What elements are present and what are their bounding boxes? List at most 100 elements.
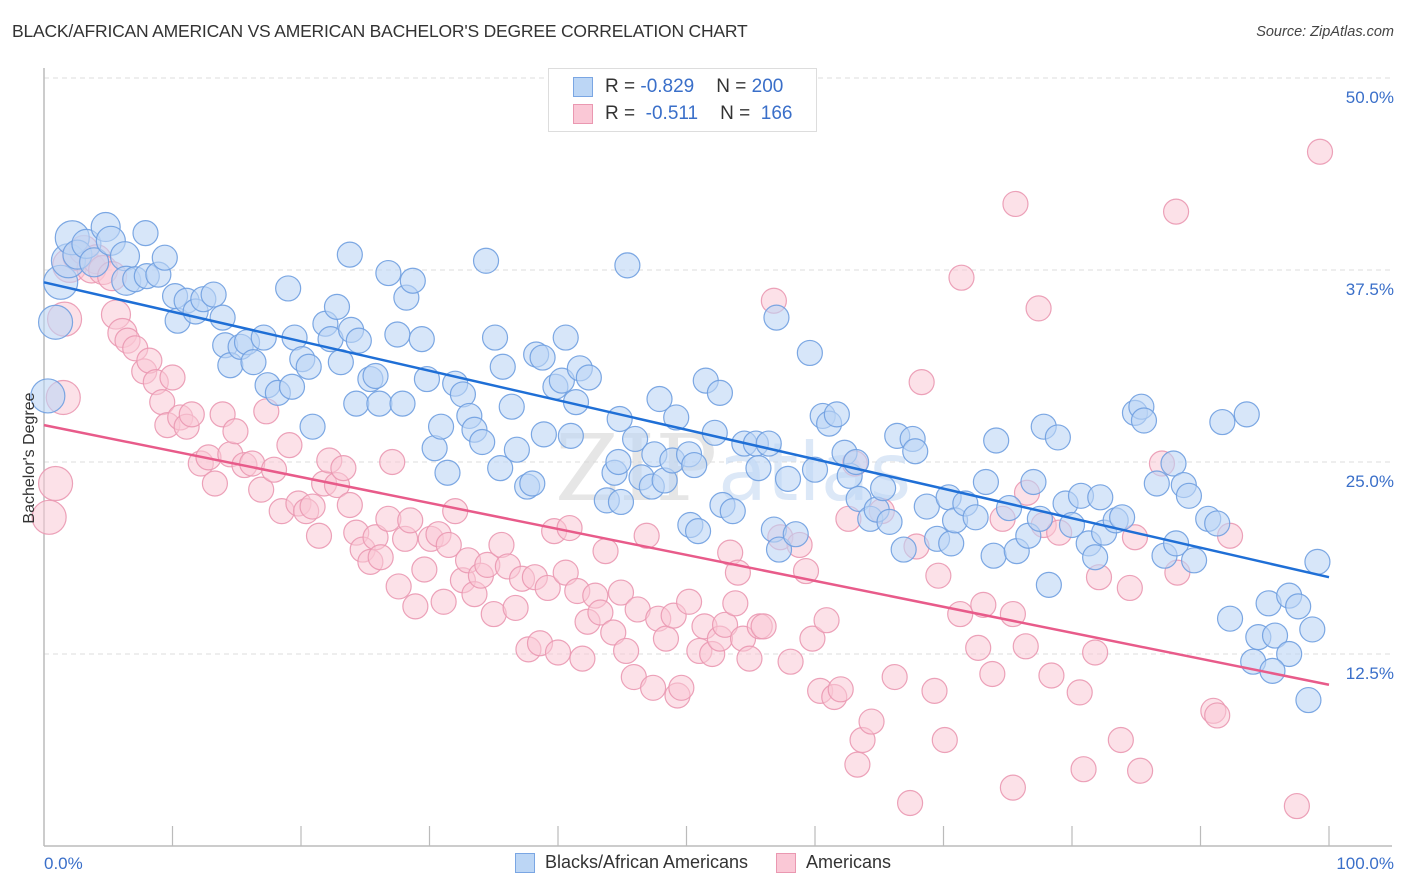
- point-americans: [37, 465, 74, 502]
- point-blacks: [1130, 407, 1158, 434]
- point-americans: [367, 544, 394, 571]
- point-blacks: [79, 247, 110, 278]
- point-americans: [556, 514, 583, 542]
- legend-n-label: N =: [720, 103, 756, 124]
- point-americans: [1283, 792, 1310, 820]
- point-blacks: [503, 436, 530, 463]
- point-americans: [844, 751, 871, 778]
- legend-r-label: R =: [605, 76, 641, 97]
- legend-item-blacks[interactable]: Blacks/African Americans: [514, 852, 749, 873]
- point-blacks: [1162, 530, 1190, 557]
- point-americans: [607, 579, 635, 606]
- point-americans: [736, 645, 763, 672]
- point-blacks: [774, 465, 802, 492]
- point-blacks: [870, 475, 897, 502]
- trend-line-americans: [43, 423, 1330, 686]
- point-blacks: [706, 379, 734, 406]
- point-blacks: [481, 324, 509, 351]
- legend-n-label: N =: [716, 76, 752, 97]
- point-blacks: [427, 413, 455, 440]
- point-americans: [222, 418, 249, 445]
- legend-r-label: R =: [605, 103, 641, 124]
- point-blacks: [557, 422, 584, 449]
- point-blacks: [519, 470, 546, 497]
- point-blacks: [37, 304, 74, 340]
- point-americans: [675, 588, 703, 615]
- legend-row-americans: R = -0.511 N = 166: [573, 102, 792, 126]
- point-blacks: [1276, 640, 1303, 668]
- point-blacks: [719, 498, 746, 525]
- point-blacks: [399, 267, 426, 294]
- point-blacks: [200, 281, 227, 308]
- correlation-legend: R = -0.829 N = 200 R = -0.511 N = 166: [548, 68, 817, 132]
- point-blacks: [498, 393, 525, 420]
- point-blacks: [621, 425, 649, 453]
- point-americans: [600, 619, 627, 646]
- point-blacks: [983, 427, 1010, 454]
- legend-swatch-blacks: [573, 77, 593, 97]
- point-americans: [722, 590, 749, 617]
- point-blacks: [823, 401, 850, 428]
- point-blacks: [938, 530, 965, 557]
- point-americans: [1306, 138, 1334, 165]
- point-americans: [948, 264, 975, 291]
- point-blacks: [278, 373, 306, 400]
- point-blacks: [1175, 482, 1203, 509]
- point-americans: [1204, 702, 1231, 729]
- point-americans: [435, 531, 462, 559]
- point-americans: [711, 611, 739, 638]
- point-blacks: [384, 321, 411, 348]
- point-americans: [411, 556, 438, 583]
- legend-label-blacks: Blacks/African Americans: [544, 852, 749, 872]
- point-americans: [587, 599, 614, 626]
- legend-item-americans[interactable]: Americans: [776, 852, 891, 873]
- point-americans: [1002, 190, 1029, 218]
- y-tick-labels: 12.5% 25.0% 37.5% 50.0%: [1346, 88, 1394, 683]
- point-americans: [896, 789, 924, 817]
- point-americans: [750, 613, 777, 640]
- point-blacks: [434, 459, 461, 486]
- point-blacks: [295, 353, 322, 380]
- point-blacks: [701, 419, 728, 446]
- point-blacks: [530, 421, 557, 448]
- point-americans: [1012, 633, 1039, 660]
- point-blacks: [1044, 424, 1071, 451]
- point-blacks: [469, 428, 496, 456]
- point-blacks: [375, 259, 402, 287]
- point-americans: [1127, 757, 1154, 784]
- point-americans: [858, 708, 885, 735]
- point-blacks: [472, 247, 500, 274]
- point-blacks: [30, 378, 66, 414]
- point-blacks: [1295, 686, 1322, 714]
- point-blacks: [151, 244, 178, 271]
- point-blacks: [323, 293, 351, 320]
- point-americans: [921, 677, 948, 704]
- point-blacks: [552, 324, 579, 351]
- series-legend: Blacks/African Americans Americans: [0, 852, 1406, 873]
- legend-r-value: -0.829: [640, 76, 695, 97]
- point-blacks: [745, 455, 772, 482]
- series-americans: [31, 138, 1334, 820]
- point-blacks: [962, 504, 989, 531]
- point-blacks: [607, 488, 635, 516]
- x-tick-label-min: 0.0%: [44, 854, 83, 873]
- point-americans: [908, 369, 935, 396]
- point-americans: [159, 364, 186, 391]
- x-tick-label-max: 100.0%: [1336, 854, 1394, 873]
- point-blacks: [489, 353, 516, 380]
- point-americans: [925, 562, 952, 589]
- point-blacks: [614, 252, 641, 279]
- point-americans: [534, 574, 561, 602]
- point-americans: [239, 450, 266, 477]
- point-americans: [1162, 198, 1190, 225]
- point-americans: [1038, 662, 1065, 689]
- point-blacks: [366, 390, 393, 417]
- legend-label-americans: Americans: [806, 852, 892, 872]
- x-tick-labels: 0.0% 100.0%: [44, 854, 1394, 873]
- point-americans: [592, 537, 619, 565]
- point-blacks: [1216, 605, 1244, 632]
- point-blacks: [343, 390, 370, 417]
- point-blacks: [1180, 547, 1208, 574]
- point-blacks: [1299, 616, 1326, 643]
